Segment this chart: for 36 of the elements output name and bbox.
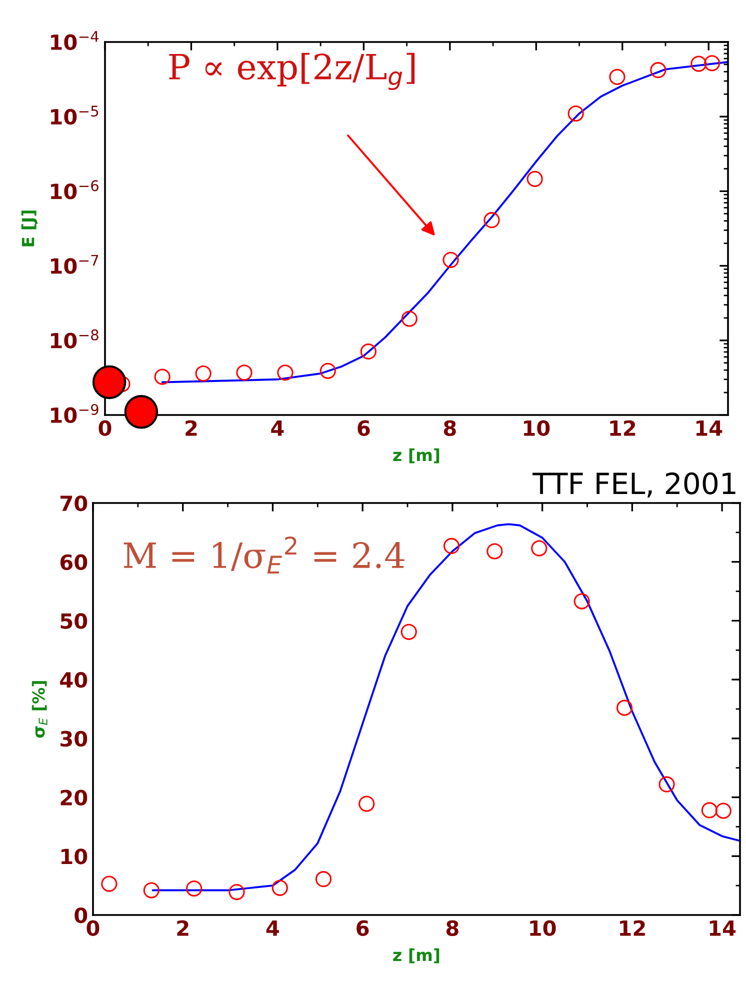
y-axis-title: σ$_{E}$ [%] <box>32 681 48 738</box>
y-tick-label: 10$^{−6}$ <box>51 180 98 200</box>
x-axis-title: z [m] <box>393 948 440 964</box>
y-tick-label: 20 <box>60 790 88 806</box>
x-tick-label: 8 <box>444 420 456 436</box>
x-tick-label: 4 <box>271 420 284 436</box>
x-tick-label: 8 <box>446 920 458 936</box>
x-tick-label: 12 <box>620 920 645 936</box>
y-axis-title: E [J] <box>21 210 38 246</box>
y-tick-label: 10$^{−8}$ <box>51 329 98 348</box>
x-axis-title: z [m] <box>393 448 440 464</box>
x-tick-label: 6 <box>356 920 369 936</box>
x-tick-label: 6 <box>358 420 370 436</box>
x-tick-label: 10 <box>524 420 550 436</box>
y-tick-label: 0 <box>74 907 88 924</box>
y-tick-label: 10$^{−4}$ <box>51 31 99 50</box>
y-tick-label: 10$^{−7}$ <box>51 254 98 274</box>
y-tick-label: 70 <box>60 495 88 512</box>
text: TTF FEL, 2001 <box>532 472 736 498</box>
x-tick-label: 10 <box>530 920 556 936</box>
x-tick-label: 0 <box>98 420 112 436</box>
y-tick-label: 10 <box>62 848 88 864</box>
x-tick-label: 14 <box>710 920 736 936</box>
x-tick-label: 2 <box>186 420 197 436</box>
y-tick-label: 30 <box>60 730 88 747</box>
annotation: M = 1/σ$_{E}$$^{2}$ = 2.4 <box>124 536 404 574</box>
x-tick-label: 4 <box>266 920 280 936</box>
y-tick-label: 40 <box>60 672 88 688</box>
x-tick-label: 14 <box>696 420 722 436</box>
annotation: P ∝ exp[2z/L$_{g}$] <box>169 52 415 90</box>
y-tick-label: 60 <box>60 554 88 570</box>
x-tick-label: 2 <box>177 920 188 936</box>
y-tick-label: 50 <box>60 613 88 629</box>
y-tick-label: 10$^{−5}$ <box>51 106 98 125</box>
x-tick-label: 12 <box>610 420 636 436</box>
y-tick-label: 10$^{−9}$ <box>51 404 98 424</box>
